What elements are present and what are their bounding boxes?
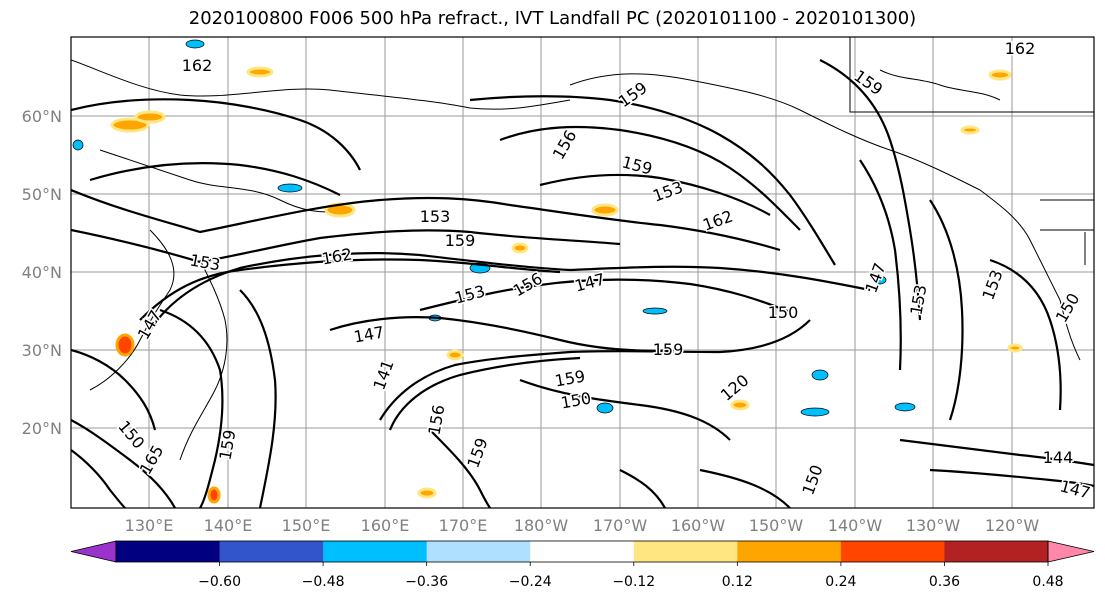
longitude-label: 170°E (439, 516, 488, 535)
contour-label: 150 (559, 388, 592, 412)
colorbar-swatch (116, 541, 221, 562)
colorbar (70, 540, 1095, 563)
coastlines (71, 37, 1094, 461)
colorbar-tick-label: −0.60 (198, 574, 241, 590)
colorbar-swatch (633, 541, 738, 562)
contour-label: 150 (768, 303, 799, 322)
colorbar-labels: −0.60 −0.48 −0.36 −0.24 −0.12 0.12 0.24 0.36 0.4… (198, 562, 1064, 590)
longitude-label: 160°E (361, 516, 410, 535)
longitude-label: 150°W (749, 516, 804, 535)
longitude-labels: 130°E 140°E 150°E 160°E 170°E 180°W 170°W 160°W… (125, 516, 1040, 535)
longitude-label: 140°W (828, 516, 883, 535)
colorbar-extend-right (1047, 540, 1095, 563)
colorbar-swatch (323, 541, 428, 562)
colorbar-tick-label: 0.48 (1032, 574, 1063, 590)
longitude-label: 120°W (985, 516, 1040, 535)
colorbar-tick-label: 0.24 (825, 574, 856, 590)
colorbar-tick-label: −0.12 (612, 574, 655, 590)
latitude-label: 20°N (22, 419, 62, 438)
latitude-label: 60°N (22, 107, 62, 126)
colorbar-tick-label: −0.24 (509, 574, 552, 590)
longitude-label: 170°W (593, 516, 648, 535)
colorbar-swatch (840, 541, 945, 562)
latitude-labels: 20°N 30°N 40°N 50°N 60°N (22, 107, 62, 438)
colorbar-tick-label: 0.12 (722, 574, 753, 590)
contour-label: 159 (653, 340, 684, 359)
map-title: 2020100800 F006 500 hPa refract., IVT La… (188, 8, 917, 29)
colorbar-swatch (737, 541, 842, 562)
colorbar-frame (115, 540, 1049, 563)
colorbar-swatch (530, 541, 635, 562)
latitude-label: 30°N (22, 341, 62, 360)
colorbar-swatch (219, 541, 324, 562)
colorbar-extend-left (70, 540, 117, 563)
contour-label: 162 (182, 56, 213, 75)
graticule (71, 37, 1094, 508)
contour-label: 162 (1005, 39, 1036, 58)
map-frame (70, 36, 1095, 509)
colorbar-tick-label: −0.36 (405, 574, 448, 590)
contour-label: 159 (445, 231, 476, 250)
longitude-label: 160°W (671, 516, 726, 535)
colorbar-tick-label: 0.36 (929, 574, 960, 590)
longitude-label: 180°W (514, 516, 569, 535)
latitude-label: 50°N (22, 185, 62, 204)
latitude-label: 40°N (22, 263, 62, 282)
colorbar-swatch (944, 541, 1049, 562)
contour-label: 153 (188, 250, 221, 274)
longitude-label: 130°W (906, 516, 961, 535)
anomaly-patches (72, 39, 1023, 504)
longitude-label: 130°E (125, 516, 174, 535)
contour-label: 156 (424, 403, 448, 436)
contour-lines (71, 59, 1094, 508)
contour-label: 144 (1043, 448, 1074, 467)
colorbar-swatch (426, 541, 531, 562)
longitude-label: 150°E (282, 516, 331, 535)
contour-label: 153 (420, 207, 451, 226)
colorbar-tick-label: −0.48 (302, 574, 345, 590)
longitude-label: 140°E (204, 516, 253, 535)
